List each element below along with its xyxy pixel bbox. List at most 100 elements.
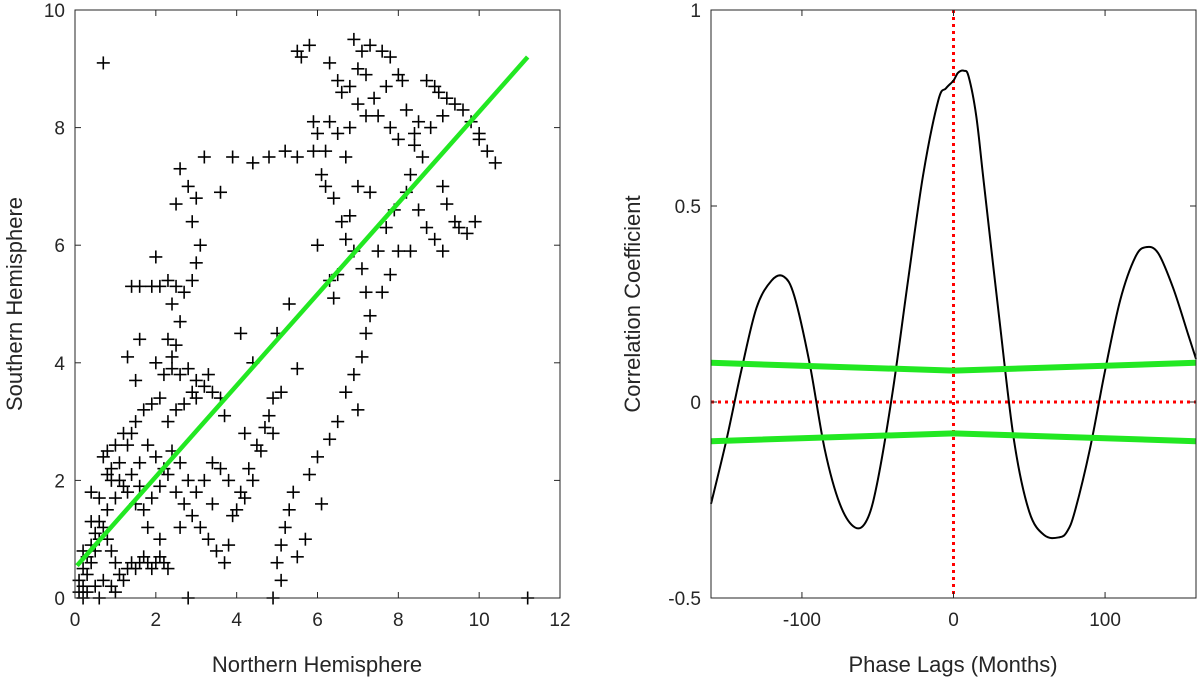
scatter-point bbox=[197, 379, 211, 393]
scatter-point bbox=[351, 97, 365, 111]
scatter-point bbox=[121, 350, 135, 364]
scatter-point bbox=[230, 503, 244, 517]
scatter-point bbox=[258, 420, 272, 434]
scatter-point bbox=[141, 438, 155, 452]
scatter-point bbox=[165, 350, 179, 364]
scatter-point bbox=[149, 450, 163, 464]
scatter-point bbox=[460, 226, 474, 240]
scatter-point bbox=[121, 438, 135, 452]
scatter-point bbox=[335, 85, 349, 99]
scatter-point bbox=[266, 426, 280, 440]
scatter-point bbox=[173, 368, 187, 382]
scatter-point bbox=[153, 391, 167, 405]
scatter-point bbox=[112, 456, 126, 470]
scatter-point bbox=[306, 144, 320, 158]
correlation-y-ticks: -0.5 0 0.5 1 bbox=[668, 1, 1196, 610]
scatter-point bbox=[96, 56, 110, 70]
scatter-point bbox=[193, 520, 207, 534]
correlation-x-tick-label: -100 bbox=[783, 610, 821, 631]
scatter-point bbox=[351, 179, 365, 193]
scatter-point bbox=[302, 38, 316, 52]
scatter-point bbox=[149, 356, 163, 370]
scatter-point bbox=[157, 368, 171, 382]
scatter-point bbox=[420, 221, 434, 235]
scatter-point bbox=[319, 144, 333, 158]
scatter-point bbox=[270, 556, 284, 570]
scatter-point bbox=[436, 109, 450, 123]
scatter-point bbox=[432, 85, 446, 99]
scatter-point bbox=[173, 315, 187, 329]
scatter-point bbox=[189, 256, 203, 270]
scatter-point bbox=[96, 450, 110, 464]
scatter-point bbox=[108, 491, 122, 505]
scatter-point bbox=[323, 115, 337, 129]
scatter-point bbox=[173, 520, 187, 534]
scatter-point bbox=[351, 62, 365, 76]
scatter-point bbox=[379, 79, 393, 93]
scatter-point bbox=[347, 368, 361, 382]
scatter-plot-area bbox=[72, 32, 535, 605]
scatter-point bbox=[201, 368, 215, 382]
scatter-point bbox=[173, 456, 187, 470]
scatter-point bbox=[197, 150, 211, 164]
scatter-point bbox=[169, 485, 183, 499]
scatter-point bbox=[331, 74, 345, 88]
scatter-point bbox=[274, 573, 288, 587]
scatter-point bbox=[84, 515, 98, 529]
scatter-point bbox=[375, 285, 389, 299]
scatter-point bbox=[436, 179, 450, 193]
scatter-point bbox=[197, 473, 211, 487]
correlation-y-tick-label: -0.5 bbox=[668, 589, 701, 610]
scatter-point bbox=[205, 456, 219, 470]
scatter-point bbox=[331, 126, 345, 140]
correlation-x-axis-title: Phase Lags (Months) bbox=[848, 652, 1057, 677]
scatter-point bbox=[185, 509, 199, 523]
scatter-point bbox=[282, 503, 296, 517]
scatter-point bbox=[395, 74, 409, 88]
scatter-point bbox=[290, 150, 304, 164]
scatter-point bbox=[165, 362, 179, 376]
scatter-point bbox=[399, 103, 413, 117]
scatter-point bbox=[480, 144, 494, 158]
scatter-point bbox=[319, 179, 333, 193]
scatter-point bbox=[294, 50, 308, 64]
correlation-x-tick-label: 100 bbox=[1089, 610, 1121, 631]
scatter-x-tick-label: 2 bbox=[151, 610, 162, 631]
scatter-point bbox=[238, 426, 252, 440]
scatter-point bbox=[218, 409, 232, 423]
scatter-point bbox=[209, 544, 223, 558]
scatter-point bbox=[282, 297, 296, 311]
scatter-point bbox=[169, 197, 183, 211]
scatter-point bbox=[129, 373, 143, 387]
scatter-point bbox=[472, 132, 486, 146]
scatter-y-axis-title: Southern Hemisphere bbox=[2, 197, 27, 411]
scatter-point bbox=[339, 232, 353, 246]
scatter-point bbox=[343, 209, 357, 223]
scatter-point bbox=[315, 168, 329, 182]
scatter-point bbox=[355, 350, 369, 364]
scatter-point bbox=[108, 438, 122, 452]
scatter-y-ticks: 0 2 4 6 8 10 bbox=[44, 1, 560, 610]
scatter-y-tick-label: 10 bbox=[44, 1, 65, 22]
scatter-point bbox=[100, 503, 114, 517]
scatter-point bbox=[456, 103, 470, 117]
scatter-point bbox=[185, 215, 199, 229]
scatter-point bbox=[440, 197, 454, 211]
scatter-point bbox=[408, 138, 421, 152]
scatter-point bbox=[424, 121, 438, 135]
scatter-point bbox=[286, 485, 300, 499]
scatter-point bbox=[141, 520, 155, 534]
scatter-point bbox=[100, 468, 114, 482]
scatter-point bbox=[205, 385, 219, 399]
scatter-point bbox=[383, 50, 397, 64]
scatter-point bbox=[108, 585, 122, 599]
lower-significance-line bbox=[710, 430, 1197, 445]
scatter-point bbox=[246, 156, 260, 170]
scatter-point bbox=[185, 273, 199, 287]
correlation-y-tick-label: 0.5 bbox=[675, 197, 701, 218]
scatter-point bbox=[412, 203, 426, 217]
scatter-point bbox=[234, 326, 248, 340]
scatter-point bbox=[161, 273, 175, 287]
scatter-point bbox=[254, 444, 268, 458]
scatter-point bbox=[177, 397, 191, 411]
